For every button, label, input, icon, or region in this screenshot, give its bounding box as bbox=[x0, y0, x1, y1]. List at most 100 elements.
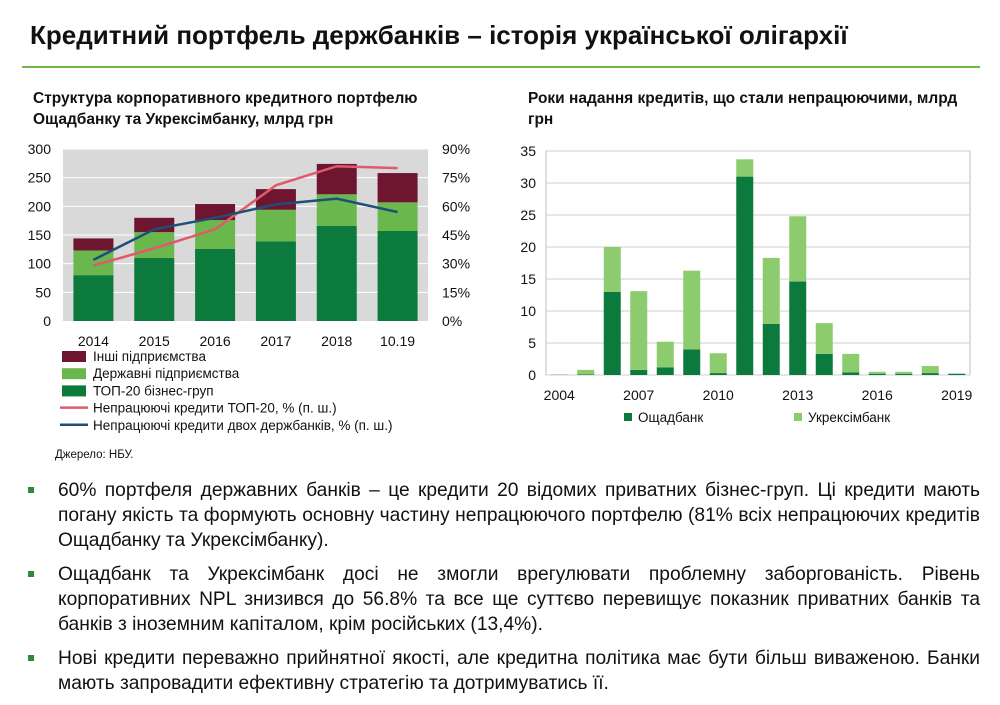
right-bar-segment bbox=[683, 270, 701, 350]
right-bar-segment bbox=[789, 216, 807, 282]
left-legend-swatch bbox=[62, 368, 86, 380]
bullet-text: Нові кредити переважно прийнятної якості… bbox=[58, 648, 980, 694]
right-bar-segment bbox=[709, 373, 727, 375]
bullet-item: 60% портфеля державних банків – це креди… bbox=[28, 478, 980, 553]
left-bar-segment bbox=[73, 275, 114, 321]
left-bar-segment bbox=[134, 257, 175, 321]
right-x-tick-label: 2016 bbox=[862, 387, 893, 403]
right-bar-segment bbox=[921, 373, 939, 375]
right-x-tick-label: 2013 bbox=[782, 387, 813, 403]
right-x-tick-label: 2010 bbox=[703, 387, 734, 403]
right-y-tick-label: 20 bbox=[520, 239, 536, 255]
right-bar-segment bbox=[921, 366, 939, 374]
left-y2-tick-label: 90% bbox=[442, 141, 470, 157]
right-y-tick-label: 25 bbox=[520, 207, 536, 223]
right-legend-label: Ощадбанк bbox=[638, 410, 703, 425]
right-y-tick-label: 30 bbox=[520, 175, 536, 191]
right-bar-segment bbox=[789, 281, 807, 375]
right-bar-segment bbox=[895, 371, 913, 374]
right-bar-segment bbox=[683, 349, 701, 375]
right-bar-segment bbox=[736, 176, 754, 375]
right-bar-segment bbox=[895, 373, 913, 375]
left-series-line bbox=[92, 197, 398, 261]
left-x-tick-label: 2017 bbox=[260, 333, 291, 349]
right-bar-segment bbox=[762, 323, 780, 375]
left-legend-swatch bbox=[62, 351, 86, 362]
left-legend-label: Державні підприємства bbox=[93, 366, 240, 381]
right-legend-swatch bbox=[794, 413, 802, 421]
right-y-tick-label: 10 bbox=[520, 303, 536, 319]
title-divider bbox=[22, 66, 980, 68]
right-x-tick-label: 2004 bbox=[544, 387, 575, 403]
left-x-tick-label: 10.19 bbox=[380, 333, 415, 349]
right-legend-swatch bbox=[624, 413, 632, 421]
right-bar-segment bbox=[656, 341, 674, 368]
right-y-tick-label: 35 bbox=[520, 143, 536, 159]
left-legend-label: Непрацюючі кредити ТОП-20, % (п. ш.) bbox=[93, 401, 337, 416]
left-bar-segment bbox=[377, 230, 418, 321]
left-y-tick-label: 50 bbox=[35, 284, 51, 300]
right-legend-label: Укрексімбанк bbox=[808, 410, 890, 425]
right-bar-segment bbox=[815, 323, 833, 354]
right-x-tick-label: 2019 bbox=[941, 387, 972, 403]
left-legend-label: ТОП-20 бізнес-груп bbox=[93, 383, 214, 398]
left-y-tick-label: 200 bbox=[28, 198, 52, 214]
right-bar-segment bbox=[550, 374, 568, 375]
bullet-item: Нові кредити переважно прийнятної якості… bbox=[28, 646, 980, 696]
bullet-square-icon bbox=[28, 487, 34, 493]
right-bar-segment bbox=[868, 373, 886, 375]
bullet-text: 60% портфеля державних банків – це креди… bbox=[58, 480, 980, 551]
source-note: Джерело: НБУ. bbox=[55, 449, 134, 461]
left-bar-segment bbox=[73, 238, 114, 251]
bullet-square-icon bbox=[28, 655, 34, 661]
page-title: Кредитний портфель держбанків – історія … bbox=[30, 20, 848, 50]
left-y-tick-label: 0 bbox=[43, 313, 51, 329]
right-y-tick-label: 5 bbox=[528, 335, 536, 351]
bullet-square-icon bbox=[28, 571, 34, 577]
right-bar-segment bbox=[842, 372, 860, 375]
left-x-tick-label: 2018 bbox=[321, 333, 352, 349]
left-legend-swatch bbox=[62, 385, 86, 397]
left-series-line bbox=[93, 164, 398, 267]
left-chart-title: Структура корпоративного кредитного порт… bbox=[33, 90, 418, 128]
left-bar-segment bbox=[377, 173, 418, 203]
left-legend-label: Інші підприємства bbox=[93, 349, 206, 364]
left-bar-segment bbox=[316, 163, 357, 195]
left-y-tick-label: 100 bbox=[28, 256, 52, 272]
left-legend-label: Непрацюючі кредити двох держбанків, % (п… bbox=[93, 418, 393, 433]
right-bar-segment bbox=[948, 373, 966, 375]
left-y-tick-label: 250 bbox=[28, 170, 52, 186]
right-bar-segment bbox=[577, 374, 595, 375]
left-y-tick-label: 300 bbox=[28, 141, 52, 157]
right-bar-segment bbox=[630, 291, 648, 370]
right-bar-segment bbox=[630, 369, 648, 375]
right-bar-segment bbox=[842, 353, 860, 373]
left-x-tick-label: 2014 bbox=[78, 333, 109, 349]
left-bar-segment bbox=[195, 248, 236, 321]
right-bar-segment bbox=[577, 369, 595, 375]
bullet-list: 60% портфеля державних банків – це креди… bbox=[28, 478, 980, 705]
right-y-tick-label: 15 bbox=[520, 271, 536, 287]
left-x-tick-label: 2015 bbox=[139, 333, 170, 349]
left-bar-segment bbox=[255, 209, 296, 242]
left-bar-segment bbox=[255, 241, 296, 321]
left-x-tick-label: 2016 bbox=[200, 333, 231, 349]
left-y2-tick-label: 60% bbox=[442, 198, 470, 214]
right-bar-segment bbox=[815, 353, 833, 375]
left-bar-segment bbox=[377, 202, 418, 231]
bullet-text: Ощадбанк та Укрексімбанк досі не змогли … bbox=[58, 564, 980, 635]
right-chart-title: Роки надання кредитів, що стали непрацюю… bbox=[528, 90, 958, 128]
left-y2-tick-label: 75% bbox=[442, 170, 470, 186]
left-y-tick-label: 150 bbox=[28, 227, 52, 243]
bullet-item: Ощадбанк та Укрексімбанк досі не змогли … bbox=[28, 562, 980, 637]
right-bar-segment bbox=[709, 353, 727, 374]
left-bar-segment bbox=[316, 225, 357, 321]
right-bar-segment bbox=[603, 291, 621, 375]
right-x-tick-label: 2007 bbox=[623, 387, 654, 403]
right-y-tick-label: 0 bbox=[528, 367, 536, 383]
right-bar-segment bbox=[868, 371, 886, 374]
right-bar-segment bbox=[762, 257, 780, 324]
left-y2-tick-label: 45% bbox=[442, 227, 470, 243]
right-bar-segment bbox=[603, 247, 621, 292]
